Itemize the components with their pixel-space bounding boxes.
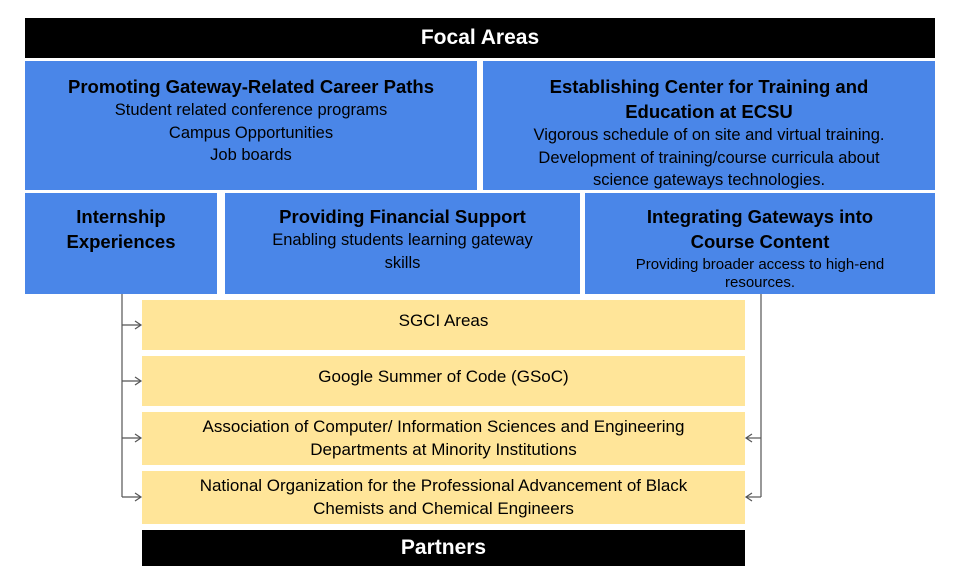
partner-nobcche-line-2: Chemists and Chemical Engineers — [313, 498, 574, 518]
training-center-line-1: Vigorous schedule of on site and virtual… — [533, 126, 885, 144]
financial-support-title: Providing Financial Support — [279, 206, 526, 227]
training-center-line-2: Development of training/course curricula… — [538, 148, 880, 167]
partner-box-sgci: SGCI Areas — [142, 300, 745, 350]
partner-box-gsoc: Google Summer of Code (GSoC) — [142, 356, 745, 406]
training-center-title-line-1: Establishing Center for Training and — [549, 76, 869, 97]
focal-areas-header: Focal Areas — [25, 18, 935, 58]
career-paths-line-3: Job boards — [210, 146, 292, 164]
arrowhead-gsoc — [134, 376, 143, 386]
career-paths-line-1: Student related conference programs — [114, 101, 388, 119]
focal-areas-title: Focal Areas — [420, 26, 540, 49]
arrowhead-sgci — [134, 320, 143, 330]
focal-box-internship: Internship Experiences — [25, 193, 217, 294]
partner-acise-line-2: Departments at Minority Institutions — [310, 439, 577, 459]
partner-gsoc-line-1: Google Summer of Code (GSoC) — [318, 366, 569, 386]
partners-footer: Partners — [142, 530, 745, 566]
focal-box-financial-support: Providing Financial Support Enabling stu… — [225, 193, 580, 294]
integrating-gateways-title-line-1: Integrating Gateways into — [646, 206, 874, 227]
financial-support-line-1: Enabling students learning gateway — [272, 231, 533, 249]
internship-title-line-1: Internship — [76, 206, 166, 227]
partner-box-acise: Association of Computer/ Information Sci… — [142, 412, 745, 465]
arrowhead-acise-left — [134, 433, 143, 443]
partners-title: Partners — [400, 536, 487, 559]
arrowhead-acise-right — [744, 433, 753, 443]
focal-box-training-center: Establishing Center for Training and Edu… — [483, 61, 935, 190]
integrating-gateways-line-1: Providing broader access to high-end — [635, 256, 885, 273]
career-paths-line-2: Campus Opportunities — [168, 123, 334, 142]
partner-nobcche-line-1: National Organization for the Profession… — [199, 476, 688, 495]
integrating-gateways-line-2: resources. — [724, 274, 796, 291]
financial-support-line-2: skills — [384, 253, 421, 272]
partner-acise-line-1: Association of Computer/ Information Sci… — [202, 417, 685, 436]
focal-box-career-paths: Promoting Gateway-Related Career Paths S… — [25, 61, 477, 190]
partner-box-nobcche: National Organization for the Profession… — [142, 471, 745, 524]
internship-title-line-2: Experiences — [66, 231, 176, 252]
training-center-line-3: science gateways technologies. — [592, 171, 826, 189]
partner-sgci-line-1: SGCI Areas — [398, 310, 489, 330]
arrowhead-nobcche-left — [134, 492, 143, 502]
focal-box-integrating-gateways: Integrating Gateways into Course Content… — [585, 193, 935, 294]
career-paths-title: Promoting Gateway-Related Career Paths — [68, 76, 434, 97]
arrowhead-nobcche-right — [744, 492, 753, 502]
integrating-gateways-title-line-2: Course Content — [690, 231, 830, 252]
training-center-title-line-2: Education at ECSU — [625, 101, 793, 122]
